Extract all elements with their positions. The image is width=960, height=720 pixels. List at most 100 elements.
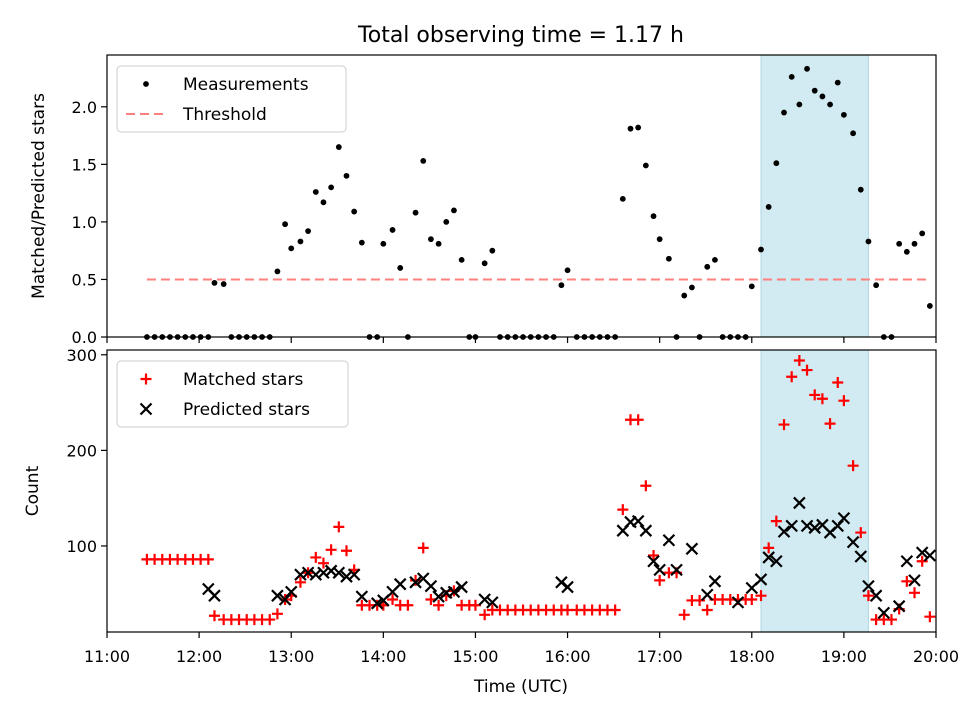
- x-tick-label: 14:00: [360, 647, 406, 666]
- predicted-point: [877, 606, 891, 620]
- measurement-point: [896, 240, 903, 247]
- predicted-point: [777, 525, 791, 538]
- measurement-point: [451, 207, 457, 214]
- matched-point: [632, 414, 644, 426]
- y-axis-label: Count: [23, 465, 43, 516]
- y-tick-label: 100: [66, 537, 97, 556]
- y-axis-label: Matched/Predicted stars: [29, 93, 49, 299]
- predicted-point: [284, 585, 298, 599]
- matched-point: [755, 590, 767, 602]
- measurement-point: [481, 260, 488, 267]
- matched-point: [694, 594, 706, 606]
- predicted-point: [409, 576, 422, 589]
- matched-point: [325, 544, 337, 556]
- predicted-point: [309, 568, 323, 581]
- predicted-point: [355, 590, 369, 603]
- highlight-span: [760, 54, 869, 338]
- matched-point: [562, 604, 574, 616]
- y-tick-label: 0.5: [72, 270, 97, 289]
- predicted-point: [478, 593, 491, 606]
- predicted-point: [762, 551, 775, 564]
- count-panel: 11:00 12:00 13:00 14:00 15:00 16:00 17:00 18:00…: [23, 346, 959, 666]
- x-tick-label: 18:00: [729, 647, 775, 666]
- legend-label: Threshold: [182, 105, 267, 125]
- predicted-point: [915, 546, 929, 559]
- predicted-point: [301, 566, 315, 580]
- predicted-point: [731, 596, 745, 609]
- measurement-point: [656, 236, 663, 243]
- predicted-point: [561, 580, 574, 594]
- ratio-panel: 0.0 0.5 1.0 1.5 2.0 Matched/Predicted stars Me…: [29, 54, 937, 347]
- matched-point: [832, 377, 844, 389]
- matched-point: [417, 542, 429, 554]
- measurement-point: [773, 160, 780, 167]
- measurement-point: [380, 240, 387, 247]
- predicted-point: [432, 590, 445, 603]
- measurement-point: [689, 284, 695, 291]
- measurement-point: [834, 79, 841, 86]
- matched-point: [469, 599, 481, 611]
- measurement-point: [865, 238, 872, 245]
- matched-point: [609, 604, 621, 616]
- predicted-point: [653, 563, 666, 577]
- measurement-point: [274, 268, 281, 275]
- matched-point: [862, 590, 874, 602]
- x-tick-label: 20:00: [913, 647, 959, 666]
- legend: Measurements Threshold: [116, 65, 347, 133]
- measurement-point: [857, 186, 864, 193]
- y-tick-label: 1.5: [72, 155, 97, 174]
- measurement-point: [282, 221, 288, 228]
- x-tick-label: 11:00: [84, 647, 130, 666]
- measurement-point: [926, 303, 933, 309]
- x-tick-label: 19:00: [821, 647, 867, 666]
- measurement-point: [351, 208, 358, 215]
- matched-point: [640, 480, 652, 492]
- predicted-point: [808, 521, 821, 535]
- legend: Matched stars Predicted stars: [116, 360, 349, 428]
- measurement-point: [211, 280, 218, 286]
- measurement-point: [840, 111, 847, 118]
- predicted-point: [869, 589, 883, 602]
- measurement-point: [297, 238, 304, 245]
- matched-point: [433, 599, 445, 611]
- matched-point: [801, 364, 813, 376]
- predicted-point: [347, 568, 361, 581]
- x-tick-label: 16:00: [545, 647, 591, 666]
- matched-point: [387, 593, 399, 605]
- measurement-point: [443, 218, 450, 225]
- measurement-point: [712, 256, 718, 263]
- legend-box: [116, 360, 349, 428]
- measurement-point: [827, 101, 833, 108]
- matched-point: [701, 604, 713, 616]
- matched-point: [202, 553, 214, 565]
- matched-point: [654, 574, 666, 586]
- predicted-point: [770, 554, 783, 568]
- measurement-point: [635, 124, 642, 131]
- measurement-point: [642, 162, 649, 169]
- predicted-point: [447, 585, 461, 599]
- measurement-point: [412, 209, 419, 216]
- measurement-point: [919, 230, 926, 237]
- matched-point: [648, 550, 660, 562]
- measurement-point: [758, 246, 764, 253]
- measurement-point: [312, 189, 319, 195]
- measurement-point: [328, 184, 335, 191]
- predicted-point: [846, 535, 860, 549]
- predicted-point: [685, 542, 699, 556]
- matched-point: [916, 555, 928, 567]
- matched-point: [310, 551, 322, 563]
- x-axis-label: Time (UTC): [473, 677, 568, 697]
- x-tick-label: 15:00: [452, 647, 498, 666]
- measurement-point: [343, 172, 350, 179]
- matched-point: [410, 574, 422, 586]
- measurement-point: [428, 236, 434, 243]
- predicted-point: [923, 549, 937, 562]
- legend-label: Predicted stars: [183, 400, 310, 420]
- predicted-point: [837, 511, 851, 525]
- measurement-point: [650, 213, 657, 220]
- predicted-point: [892, 599, 906, 613]
- matched-point: [924, 611, 936, 623]
- matched-point: [617, 504, 629, 516]
- predicted-point: [854, 550, 868, 563]
